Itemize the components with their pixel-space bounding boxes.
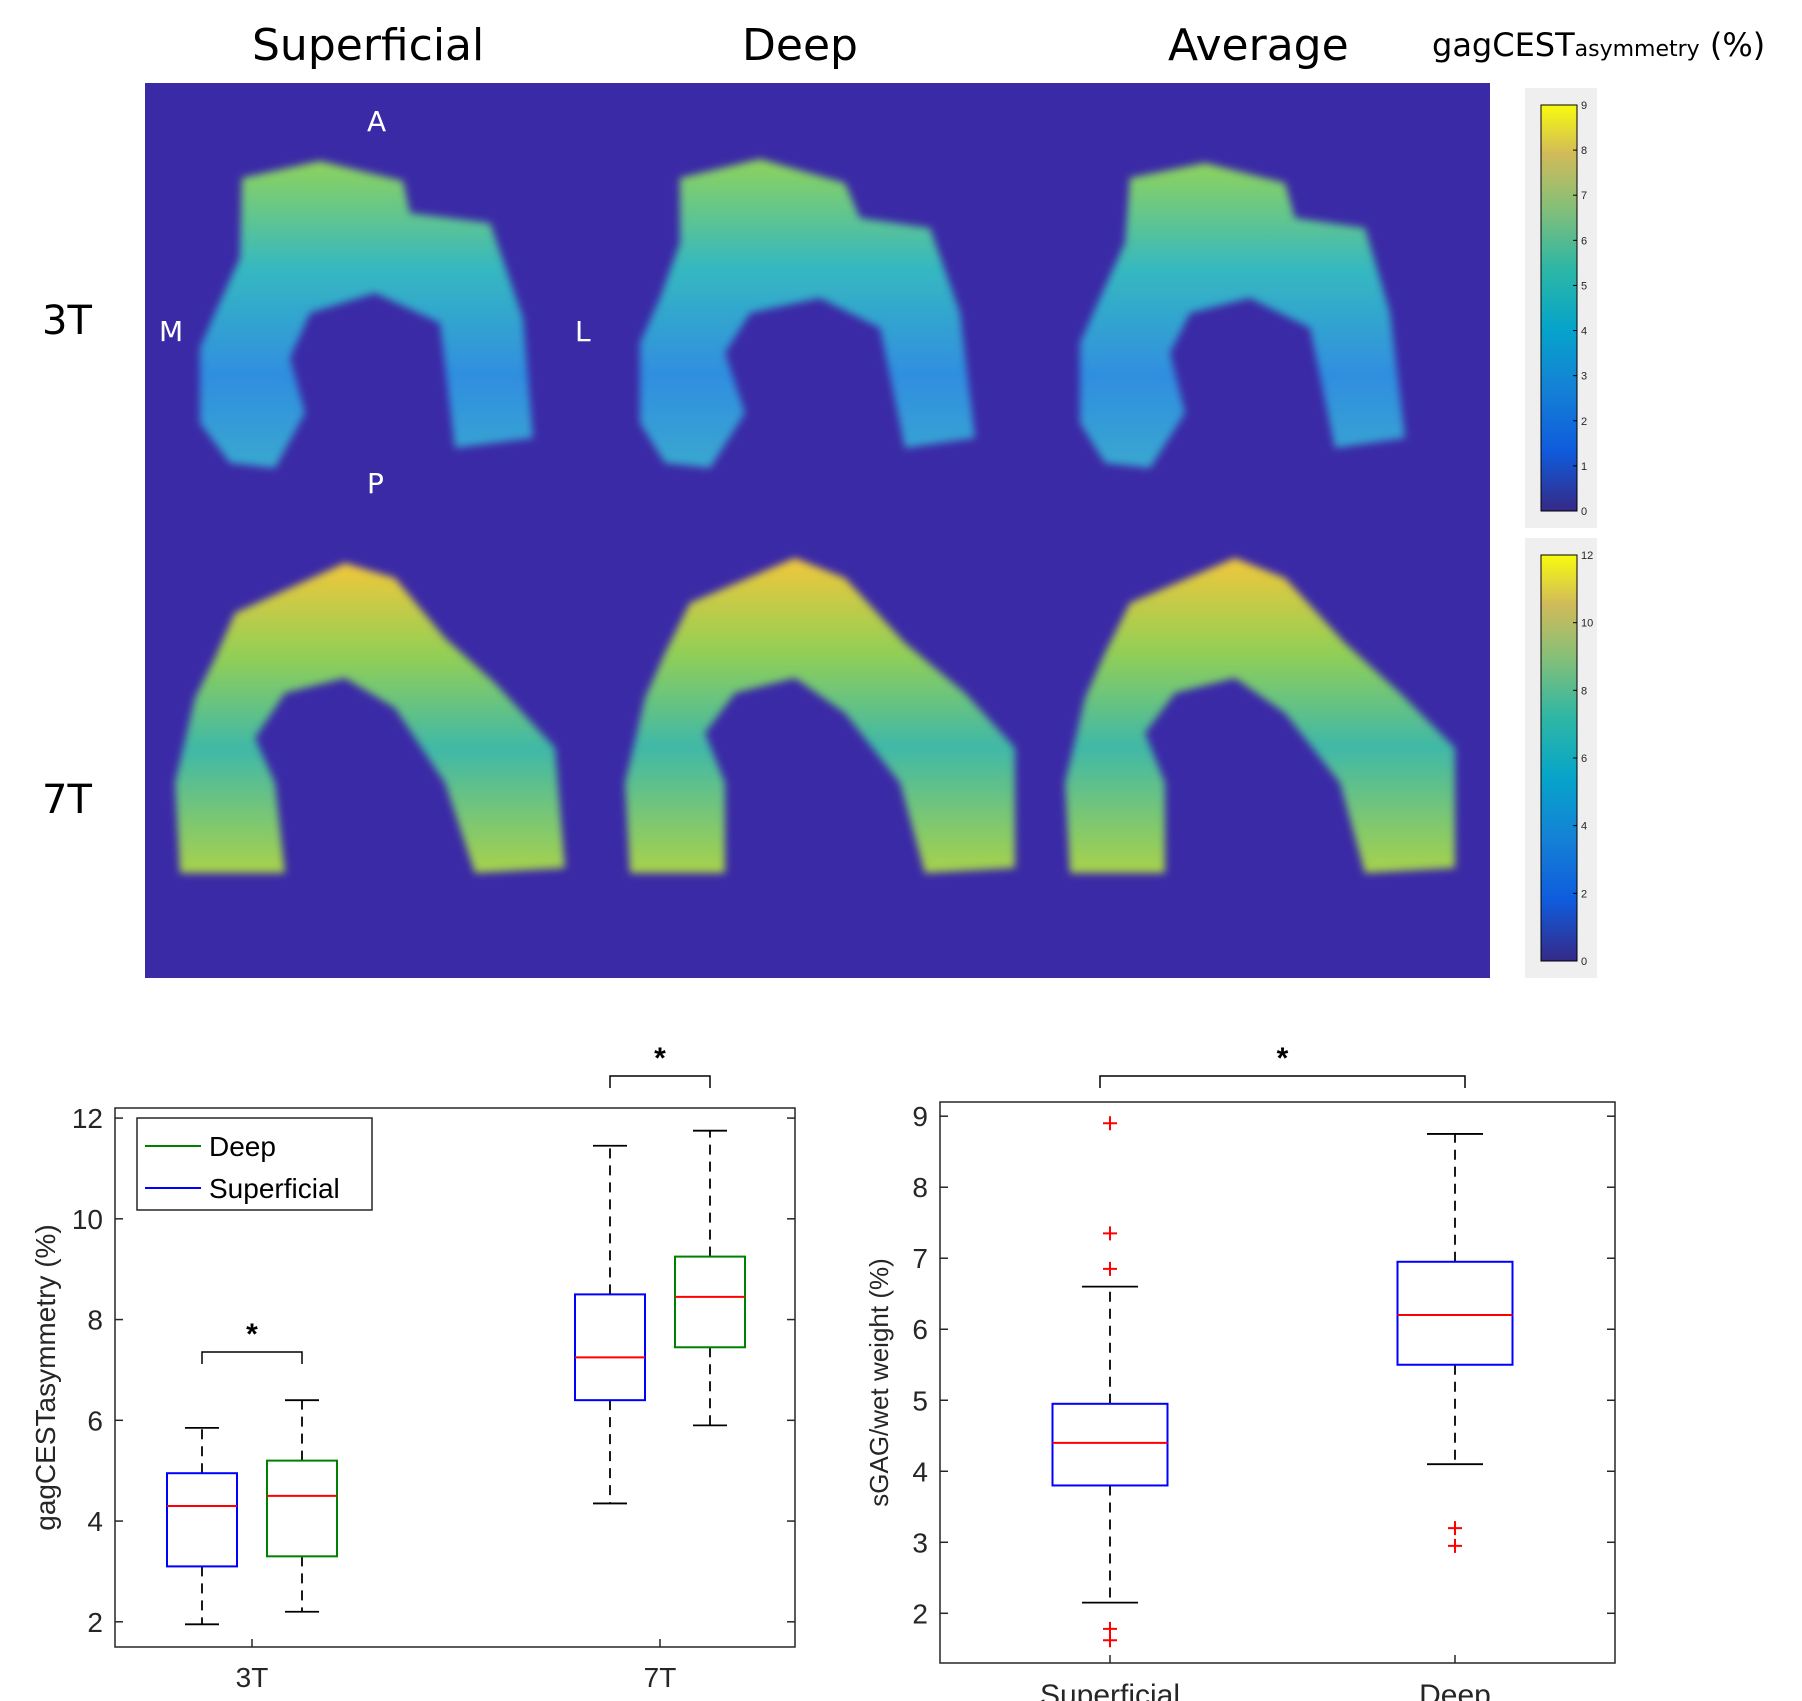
row-label-7t: 7T bbox=[42, 777, 92, 823]
colorbar-3t-tick-label: 7 bbox=[1581, 190, 1587, 202]
outlier-marker bbox=[1448, 1538, 1462, 1553]
boxplot-gagcest: 2 4 6 8 10 12 3T 7T gagCESTasymmetry (%) * * Deep Su… bbox=[30, 1042, 796, 1693]
x-tick-label: Deep bbox=[1419, 1679, 1491, 1701]
map-7t-superficial bbox=[175, 563, 565, 873]
significance-star: * bbox=[246, 1318, 258, 1351]
y-tick-label: 12 bbox=[72, 1103, 103, 1134]
colorbar-3t-ticks: 9 8 7 6 5 4 3 2 1 0 bbox=[1573, 100, 1587, 518]
colorbar-7t-tick-label: 6 bbox=[1581, 753, 1587, 765]
significance-bracket bbox=[201, 1351, 303, 1364]
colorbar-3t-tick-label: 4 bbox=[1581, 326, 1587, 338]
column-title-deep: Deep bbox=[742, 20, 858, 71]
colorbar-3t-tick-label: 6 bbox=[1581, 235, 1587, 247]
box-superficial-7t bbox=[574, 1293, 646, 1402]
map-7t-average bbox=[1065, 558, 1455, 873]
plot-area bbox=[939, 1101, 1616, 1664]
colorbar-title: gagCESTasymmetry (%) bbox=[1432, 26, 1765, 64]
colorbar-7t-tick-label: 10 bbox=[1581, 618, 1593, 630]
colorbar-7t-tick-label: 0 bbox=[1581, 956, 1587, 968]
colorbar-title-sub: asymmetry bbox=[1574, 37, 1700, 62]
box-deep-7t bbox=[674, 1255, 746, 1349]
x-tick-label: 3T bbox=[236, 1662, 269, 1693]
orientation-lateral: L bbox=[575, 315, 591, 348]
column-title-superficial: Superficial bbox=[252, 20, 485, 71]
orientation-posterior: P bbox=[367, 467, 384, 500]
column-title-average: Average bbox=[1168, 20, 1349, 71]
colorbar-7t-tick-label: 12 bbox=[1581, 550, 1593, 562]
box-superficial-3t bbox=[166, 1472, 238, 1568]
significance-bracket bbox=[609, 1075, 711, 1088]
outlier-marker bbox=[1103, 1261, 1117, 1276]
box-superficial bbox=[1051, 1402, 1169, 1487]
colorbar-title-unit: (%) bbox=[1699, 26, 1766, 64]
y-tick-label: 2 bbox=[87, 1607, 103, 1638]
orientation-anterior: A bbox=[367, 105, 386, 138]
colorbar-7t-ticks: 12 10 8 6 4 2 0 bbox=[1573, 550, 1593, 968]
y-axis-label: sGAG/wet weight (%) bbox=[864, 1258, 894, 1507]
y-tick-label: 3 bbox=[912, 1527, 928, 1558]
legend-box bbox=[136, 1117, 373, 1211]
colorbar-title-main: gagCEST bbox=[1432, 26, 1575, 64]
x-tick-label: Superficial bbox=[1040, 1679, 1180, 1701]
colorbar-3t-tick-label: 3 bbox=[1581, 371, 1587, 383]
colorbar-3t-tick-label: 0 bbox=[1581, 506, 1587, 518]
colorbar-3t-tick-label: 1 bbox=[1581, 461, 1587, 473]
y-tick-label: 10 bbox=[72, 1204, 103, 1235]
map-3t-superficial bbox=[200, 161, 533, 468]
colorbar-3t-tick-label: 8 bbox=[1581, 145, 1587, 157]
outlier-marker bbox=[1448, 1521, 1462, 1536]
colorbar-7t-tick-label: 8 bbox=[1581, 685, 1587, 697]
y-axis-label: gagCESTasymmetry (%) bbox=[30, 1224, 61, 1531]
colorbar-3t-tick-label: 2 bbox=[1581, 416, 1587, 428]
significance-star: * bbox=[654, 1042, 666, 1075]
outlier-marker bbox=[1103, 1633, 1117, 1648]
colorbar-7t-tick-label: 4 bbox=[1581, 821, 1587, 833]
outlier-marker bbox=[1103, 1116, 1117, 1131]
boxplot-sgag: 2 3 4 5 6 7 8 9 Superficial Deep sGAG/wet weight (… bbox=[864, 1042, 1616, 1701]
y-tick-label: 6 bbox=[912, 1314, 928, 1345]
y-tick-label: 8 bbox=[87, 1305, 103, 1336]
orientation-medial: M bbox=[159, 315, 183, 348]
box-deep-3t bbox=[266, 1459, 338, 1558]
outlier-marker bbox=[1103, 1226, 1117, 1241]
y-tick-label: 2 bbox=[912, 1598, 928, 1629]
colorbar-3t-tick-label: 5 bbox=[1581, 280, 1587, 292]
y-tick-label: 4 bbox=[87, 1506, 103, 1537]
map-7t-deep bbox=[625, 558, 1015, 873]
map-3t-deep bbox=[640, 159, 975, 468]
row-label-3t: 3T bbox=[42, 298, 92, 344]
y-tick-label: 4 bbox=[912, 1456, 928, 1487]
legend-label-deep: Deep bbox=[209, 1131, 276, 1162]
y-tick-label: 8 bbox=[912, 1172, 928, 1203]
y-tick-label: 7 bbox=[912, 1243, 928, 1274]
colorbar-3t-tick-label: 9 bbox=[1581, 100, 1587, 112]
y-tick-label: 6 bbox=[87, 1405, 103, 1436]
cartilage-map-panel: A P M L bbox=[145, 83, 1490, 978]
y-tick-label: 9 bbox=[912, 1101, 928, 1132]
colorbar-7t-tick-label: 2 bbox=[1581, 888, 1587, 900]
significance-star: * bbox=[1277, 1042, 1289, 1075]
map-3t-average bbox=[1080, 163, 1405, 468]
legend-label-superficial: Superficial bbox=[209, 1173, 340, 1204]
colorbar-7t: 12 10 8 6 4 2 0 bbox=[1525, 538, 1597, 978]
significance-bracket bbox=[1099, 1075, 1466, 1088]
y-tick-label: 5 bbox=[912, 1385, 928, 1416]
x-tick-label: 7T bbox=[644, 1662, 677, 1693]
box-deep bbox=[1396, 1260, 1514, 1366]
colorbar-3t: 9 8 7 6 5 4 3 2 1 0 bbox=[1525, 88, 1597, 528]
